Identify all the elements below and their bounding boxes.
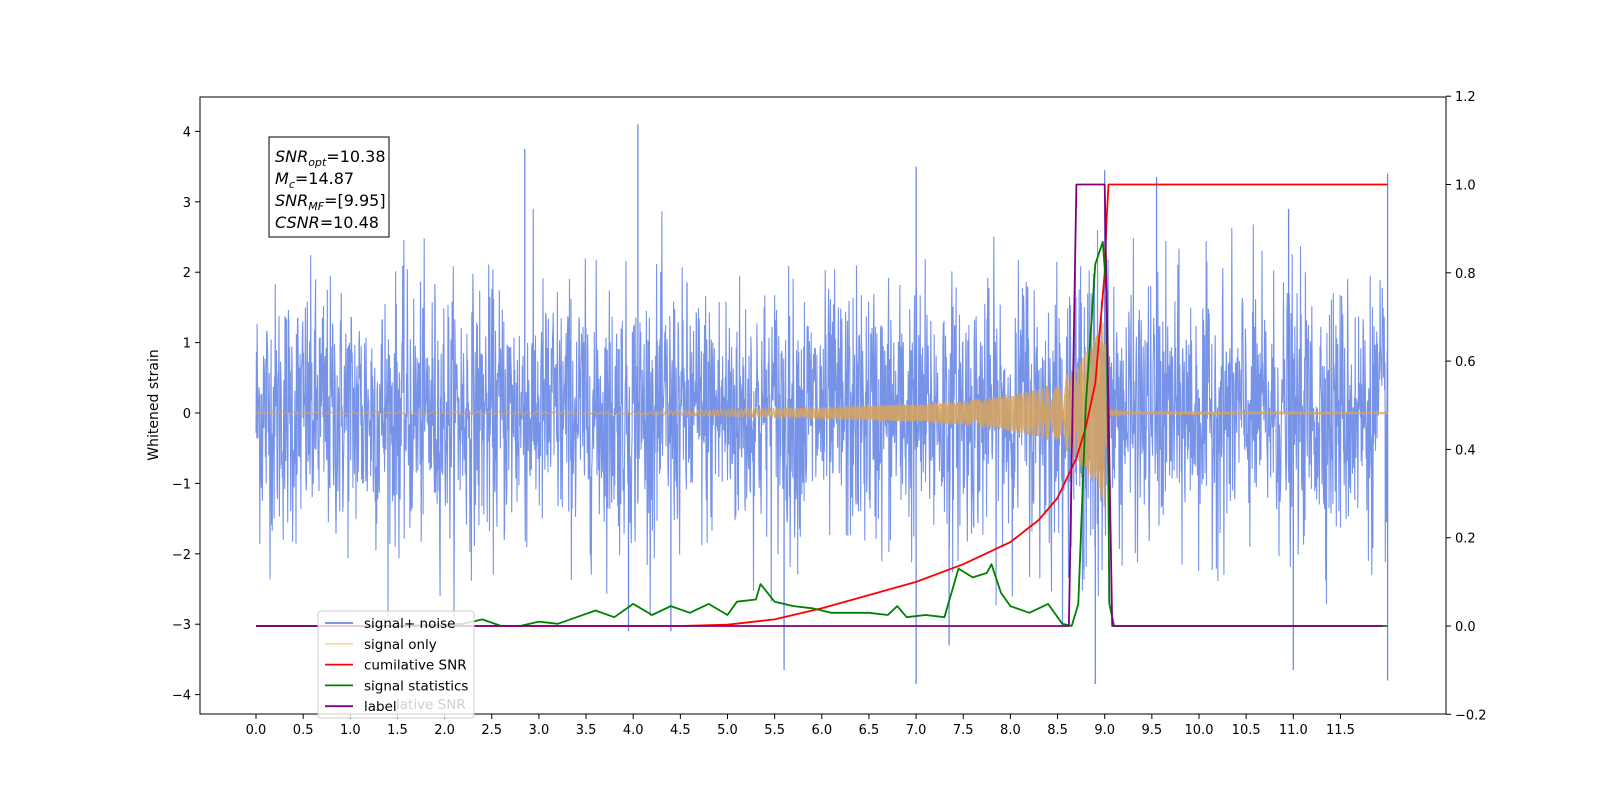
right-y-tick-label: −0.2 (1455, 708, 1487, 723)
x-tick-label: 7.0 (906, 723, 927, 738)
annotation-value: =[9.95] (324, 191, 386, 210)
metrics-annotation-box: SNRopt=10.38Mc=14.87SNRMF=[9.95]CSNR=10.… (268, 136, 390, 238)
annotation-value: =10.38 (326, 147, 385, 166)
left-y-tick-label: −2 (172, 548, 191, 563)
annotation-line: CSNR=10.48 (275, 213, 379, 232)
annotation-box (268, 136, 390, 238)
left-y-tick-label: 3 (183, 196, 191, 211)
annotation-subscript: opt (308, 156, 327, 169)
annotation-line: Mc=14.87 (275, 169, 354, 191)
right-y-tick-label: 0.2 (1455, 532, 1476, 547)
annotation-subscript: MF (308, 200, 324, 213)
left-y-tick-label: −4 (172, 689, 191, 704)
x-tick-label: 1.5 (387, 723, 408, 738)
x-tick-label: 6.0 (811, 723, 832, 738)
x-tick-label: 6.5 (859, 723, 880, 738)
legend-entry-label: label (364, 699, 397, 715)
plot-area (255, 124, 1389, 685)
x-tick-label: 8.0 (1000, 723, 1021, 738)
legend-entry-label: signal+ noise (364, 616, 455, 632)
x-tick-label: 5.5 (764, 723, 785, 738)
left-y-tick-label: −1 (172, 477, 191, 492)
x-tick-label: 5.0 (717, 723, 738, 738)
legend-ghost-text: lative SNR (396, 697, 466, 713)
y-axis-label: Whitened strain (146, 349, 162, 460)
series-signal-noise-line (255, 208, 1389, 628)
x-tick-label: 8.5 (1047, 723, 1068, 738)
right-y-tick-label: 0.4 (1455, 443, 1476, 458)
right-y-tick-label: 1.0 (1455, 179, 1476, 194)
annotation-value: =14.87 (295, 169, 354, 188)
left-y-tick-label: 4 (183, 125, 191, 140)
series-signal-statistics-line (256, 241, 1388, 627)
right-y-tick-label: 0.8 (1455, 267, 1476, 282)
x-tick-label: 2.0 (434, 723, 455, 738)
annotation-symbol: M (275, 169, 289, 188)
x-tick-label: 4.0 (623, 723, 644, 738)
series-signal-only-line (255, 322, 1389, 507)
annotation-subscript: c (289, 178, 295, 191)
annotation-symbol: CSNR (275, 213, 320, 232)
x-tick-label: 0.5 (293, 723, 314, 738)
x-tick-label: 3.5 (576, 723, 597, 738)
x-tick-label: 11.5 (1326, 723, 1355, 738)
legend-entry-label: cumilative SNR (364, 658, 467, 674)
legend-entry-label: signal only (364, 637, 437, 653)
annotation-line: SNRopt=10.38 (275, 147, 386, 169)
x-tick-label: 1.0 (340, 723, 361, 738)
x-tick-label: 11.0 (1279, 723, 1308, 738)
right-y-axis-ticks: 1.2 1.0 0.8 0.6 0.4 0.2 0.0 −0.2 (1446, 90, 1487, 723)
right-y-tick-label: 0.0 (1455, 620, 1476, 635)
legend-entry-label: signal statistics (364, 678, 468, 694)
left-y-tick-label: 0 (183, 407, 191, 422)
annotation-symbol: SNR (275, 147, 308, 166)
left-y-tick-label: −3 (172, 618, 191, 633)
plot-frame (199, 96, 1447, 715)
x-tick-label: 7.5 (953, 723, 974, 738)
x-tick-label: 10.5 (1232, 723, 1261, 738)
x-axis-ticks: 0.0 0.5 1.0 1.5 2.0 2.5 3.0 3.5 4.0 4.5 5.0 5.5 6.0 6… (246, 714, 1355, 738)
x-tick-label: 4.5 (670, 723, 691, 738)
annotation-symbol: SNR (275, 191, 308, 210)
series-label-line (256, 183, 1383, 627)
left-y-axis-ticks: 4 3 2 1 0 −1 −2 −3 −4 (172, 125, 200, 704)
x-tick-label: 9.5 (1142, 723, 1163, 738)
x-tick-label: 9.0 (1094, 723, 1115, 738)
right-y-tick-label: 0.6 (1455, 355, 1476, 370)
legend: lative SNR signal+ noise signal only cumila… (317, 610, 475, 719)
x-tick-label: 0.0 (246, 723, 267, 738)
x-tick-label: 3.0 (529, 723, 550, 738)
left-y-tick-label: 1 (183, 337, 191, 352)
x-tick-label: 2.5 (481, 723, 502, 738)
annotation-line: SNRMF=[9.95] (275, 191, 386, 213)
right-y-tick-label: 1.2 (1455, 90, 1476, 105)
legend-box (317, 610, 475, 719)
x-tick-label: 10.0 (1185, 723, 1214, 738)
left-y-tick-label: 2 (183, 266, 191, 281)
annotation-value: =10.48 (320, 213, 379, 232)
